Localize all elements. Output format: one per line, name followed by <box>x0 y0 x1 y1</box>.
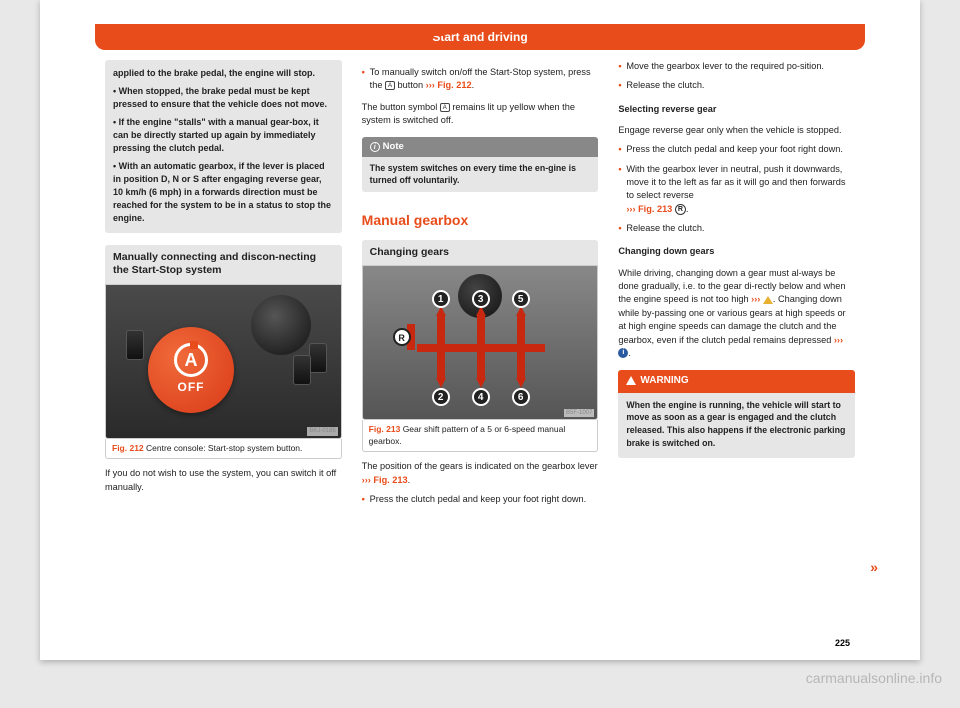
body-text: button <box>395 80 426 90</box>
note-label: Note <box>383 141 404 152</box>
a-off-inline-icon: A <box>440 103 450 112</box>
warning-label: WARNING <box>640 375 688 386</box>
info-box-line: applied to the brake pedal, the engine w… <box>113 68 315 78</box>
section-title-startstop: Manually connecting and discon-necting t… <box>105 245 342 284</box>
figure-code: BKJ-0185 <box>307 427 337 436</box>
body-text: . <box>628 348 631 358</box>
body-bullet: Press the clutch pedal and keep your foo… <box>618 143 855 156</box>
figure-212-caption: Fig. 212 Centre console: Start-stop syst… <box>105 439 342 459</box>
crossref: ››› Fig. 212 <box>426 80 472 90</box>
crossref: ››› <box>751 294 760 304</box>
shift-pattern-icon <box>437 314 445 380</box>
info-box-bullet: • With an automatic gearbox, if the leve… <box>113 160 334 225</box>
page-header: Start and driving <box>95 24 865 50</box>
subheading-reverse: Selecting reverse gear <box>618 103 855 116</box>
warning-box: WARNING When the engine is running, the … <box>618 370 855 458</box>
figure-213: 1 3 5 2 4 6 R B5F-1007 <box>362 265 599 420</box>
a-off-inline-icon: A <box>385 81 395 90</box>
info-box-bullet: • If the engine "stalls" with a manual g… <box>113 116 334 155</box>
body-text: The position of the gears is indicated o… <box>362 461 598 471</box>
column-1: applied to the brake pedal, the engine w… <box>105 60 342 630</box>
figure-213-caption: Fig. 213 Gear shift pattern of a 5 or 6-… <box>362 420 599 452</box>
watermark-text: carmanualsonline.info <box>806 670 942 686</box>
info-inline-icon: i <box>618 348 628 358</box>
body-text: If you do not wish to use the system, yo… <box>105 467 342 494</box>
warning-body: When the engine is running, the vehicle … <box>618 393 855 458</box>
warning-heading: WARNING <box>618 370 855 393</box>
crossref: ››› Fig. 213 <box>362 475 408 485</box>
heading-changing-gears: Changing gears <box>362 240 599 265</box>
warning-inline-icon <box>763 296 773 304</box>
shift-pattern-icon <box>517 314 525 380</box>
body-text: . <box>472 80 475 90</box>
body-bullet: Release the clutch. <box>618 222 855 235</box>
console-button-icon <box>309 343 327 373</box>
column-2: To manually switch on/off the Start-Stop… <box>362 60 599 630</box>
info-box-bullet: • When stopped, the brake pedal must be … <box>113 85 334 111</box>
gear-6-badge: 6 <box>512 388 530 406</box>
r-inline-icon: R <box>675 204 686 215</box>
gear-1-badge: 1 <box>432 290 450 308</box>
body-bullet: Release the clutch. <box>618 79 855 92</box>
body-text: The position of the gears is indicated o… <box>362 460 599 487</box>
gear-r-badge: R <box>393 328 411 346</box>
subheading-downshift: Changing down gears <box>618 245 855 258</box>
content-columns: applied to the brake pedal, the engine w… <box>105 60 855 630</box>
a-off-symbol-icon: A <box>174 343 208 377</box>
warning-triangle-icon <box>626 376 636 385</box>
figure-code: B5F-1007 <box>564 409 594 418</box>
body-text: Engage reverse gear only when the vehicl… <box>618 124 855 137</box>
body-bullet: Move the gearbox lever to the required p… <box>618 60 855 73</box>
note-heading: iNote <box>362 137 599 157</box>
body-bullet: With the gearbox lever in neutral, push … <box>618 163 855 216</box>
info-box-brake: applied to the brake pedal, the engine w… <box>105 60 342 233</box>
gear-5-badge: 5 <box>512 290 530 308</box>
console-button-icon <box>126 330 144 360</box>
off-label: OFF <box>178 379 205 396</box>
figure-ref: Fig. 212 <box>112 443 144 453</box>
gear-knob-icon <box>251 295 311 355</box>
gear-4-badge: 4 <box>472 388 490 406</box>
figure-212: A OFF BKJ-0185 <box>105 284 342 439</box>
page-number: 225 <box>835 638 850 648</box>
note-box: iNote The system switches on every time … <box>362 137 599 191</box>
continuation-arrow-icon: » <box>870 559 878 575</box>
body-text: The button symbol A remains lit up yello… <box>362 101 599 128</box>
note-body: The system switches on every time the en… <box>362 157 599 192</box>
body-text: While driving, changing down a gear must… <box>618 267 855 360</box>
console-button-icon <box>293 355 311 385</box>
arrow-down-icon <box>436 378 446 388</box>
figure-ref: Fig. 213 <box>369 424 401 434</box>
arrow-down-icon <box>476 378 486 388</box>
body-text: With the gearbox lever in neutral, push … <box>626 164 845 201</box>
arrow-down-icon <box>516 378 526 388</box>
column-3: Move the gearbox lever to the required p… <box>618 60 855 630</box>
body-text: . <box>408 475 411 485</box>
body-text: . <box>686 204 689 214</box>
heading-manual-gearbox: Manual gearbox <box>362 210 599 230</box>
figure-caption-text: Centre console: Start-stop system button… <box>144 443 303 453</box>
crossref: ››› <box>834 335 843 345</box>
body-text: The button symbol <box>362 102 440 112</box>
gear-3-badge: 3 <box>472 290 490 308</box>
start-stop-button-icon: A OFF <box>148 327 234 413</box>
body-bullet: Press the clutch pedal and keep your foo… <box>362 493 599 506</box>
body-bullet: To manually switch on/off the Start-Stop… <box>362 66 599 93</box>
info-icon: i <box>370 142 380 152</box>
shift-pattern-icon <box>477 314 485 380</box>
crossref: ››› Fig. 213 <box>626 204 672 214</box>
gear-2-badge: 2 <box>432 388 450 406</box>
manual-page: Start and driving applied to the brake p… <box>40 0 920 660</box>
